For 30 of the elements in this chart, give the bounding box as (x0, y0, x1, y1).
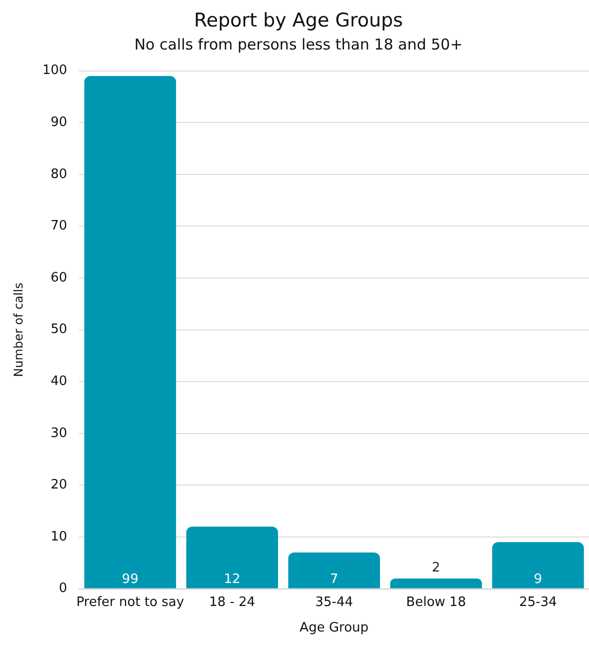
y-tick-label: 60 (50, 270, 68, 286)
bar (186, 526, 278, 588)
bar (288, 552, 380, 588)
bar (492, 542, 584, 588)
y-tick-label: 0 (58, 581, 68, 596)
y-tick-label: 100 (42, 63, 68, 78)
data-label: 99 (122, 572, 138, 588)
bar (84, 76, 176, 588)
y-tick-label: 90 (50, 114, 68, 130)
x-tick-label: Prefer not to say (76, 594, 184, 610)
chart-subtitle: No calls from persons less than 18 and 50+ (134, 36, 463, 54)
chart-title: Report by Age Groups (194, 9, 403, 32)
data-label: 9 (534, 572, 542, 588)
y-tick-label: 80 (50, 166, 68, 182)
y-tick-label: 70 (50, 218, 68, 234)
y-tick-label: 30 (50, 426, 68, 441)
y-tick-label: 20 (50, 478, 68, 493)
x-tick-label: 18 - 24 (209, 594, 256, 610)
x-tick-label: Below 18 (406, 594, 466, 610)
bar (390, 578, 482, 588)
x-axis-title: Age Group (300, 620, 369, 636)
y-axis-title: Number of calls (11, 282, 26, 377)
data-label: 12 (224, 572, 240, 588)
y-tick-label: 10 (50, 529, 68, 544)
data-label: 2 (432, 560, 440, 576)
x-tick-label: 35-44 (315, 594, 353, 610)
y-tick-label: 40 (50, 374, 68, 389)
y-tick-label: 50 (50, 322, 68, 338)
data-label: 7 (330, 572, 338, 588)
x-tick-label: 25-34 (519, 594, 557, 610)
